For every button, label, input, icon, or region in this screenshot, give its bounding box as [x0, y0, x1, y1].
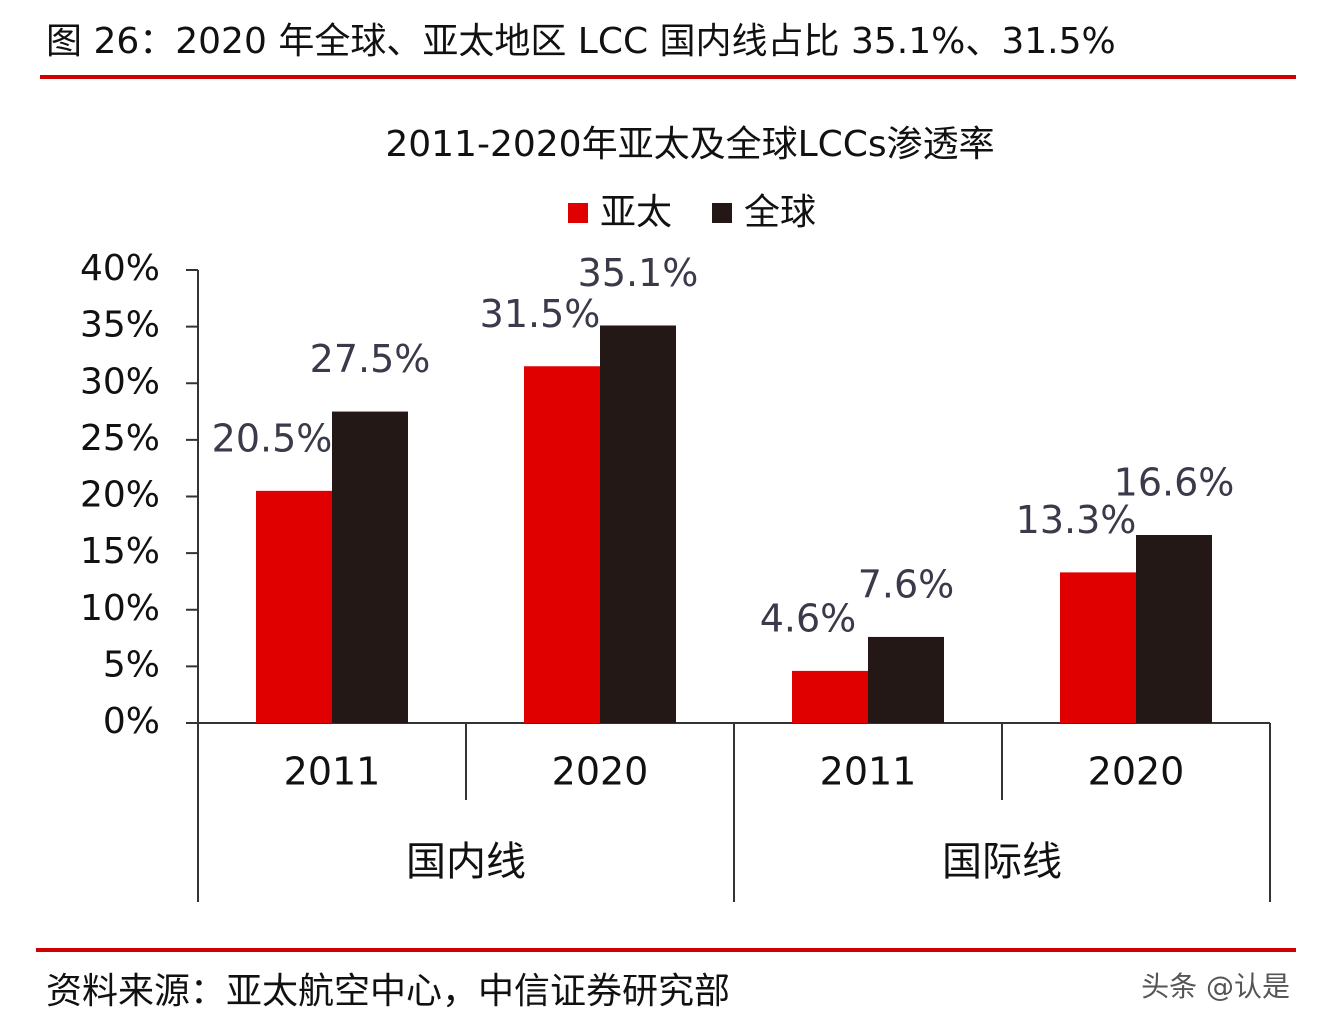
legend-label: 亚太	[600, 192, 672, 233]
y-tick-label: 20%	[80, 475, 160, 516]
y-tick-label: 15%	[80, 531, 160, 572]
bar	[792, 670, 868, 723]
value-label: 4.6%	[760, 596, 857, 640]
bar	[256, 490, 332, 723]
value-label: 13.3%	[1016, 498, 1137, 542]
y-tick-label: 30%	[80, 361, 160, 402]
value-label: 27.5%	[310, 337, 431, 381]
group-label: 国际线	[942, 839, 1062, 885]
y-tick-label: 10%	[80, 588, 160, 629]
bar	[1136, 535, 1212, 723]
bar	[1060, 572, 1136, 723]
watermark: 头条 @认是	[1141, 970, 1290, 1003]
figure-caption: 图 26：2020 年全球、亚太地区 LCC 国内线占比 35.1%、31.5%	[46, 21, 1116, 62]
bar	[524, 366, 600, 723]
chart-title: 2011-2020年亚太及全球LCCs渗透率	[385, 124, 994, 165]
value-label: 20.5%	[212, 416, 333, 460]
y-tick-label: 25%	[80, 418, 160, 459]
value-label: 7.6%	[858, 562, 955, 606]
value-label: 16.6%	[1114, 461, 1235, 505]
x-tick-label: 2020	[552, 750, 649, 794]
legend-swatch	[712, 203, 732, 223]
legend-label: 全球	[744, 192, 816, 233]
group-label: 国内线	[406, 839, 526, 885]
value-label: 35.1%	[578, 251, 699, 295]
y-tick-label: 0%	[103, 701, 160, 742]
source-note: 资料来源：亚太航空中心，中信证券研究部	[46, 971, 730, 1012]
y-tick-label: 35%	[80, 305, 160, 346]
bar	[600, 325, 676, 723]
legend-swatch	[568, 203, 588, 223]
x-tick-label: 2011	[284, 750, 381, 794]
bar	[332, 411, 408, 723]
bar	[868, 636, 944, 723]
y-tick-label: 40%	[80, 248, 160, 289]
value-label: 31.5%	[480, 292, 601, 336]
y-tick-label: 5%	[103, 644, 160, 685]
x-tick-label: 2011	[820, 750, 917, 794]
header-rule	[40, 75, 1296, 79]
footer-rule	[36, 948, 1296, 952]
x-tick-label: 2020	[1088, 750, 1185, 794]
